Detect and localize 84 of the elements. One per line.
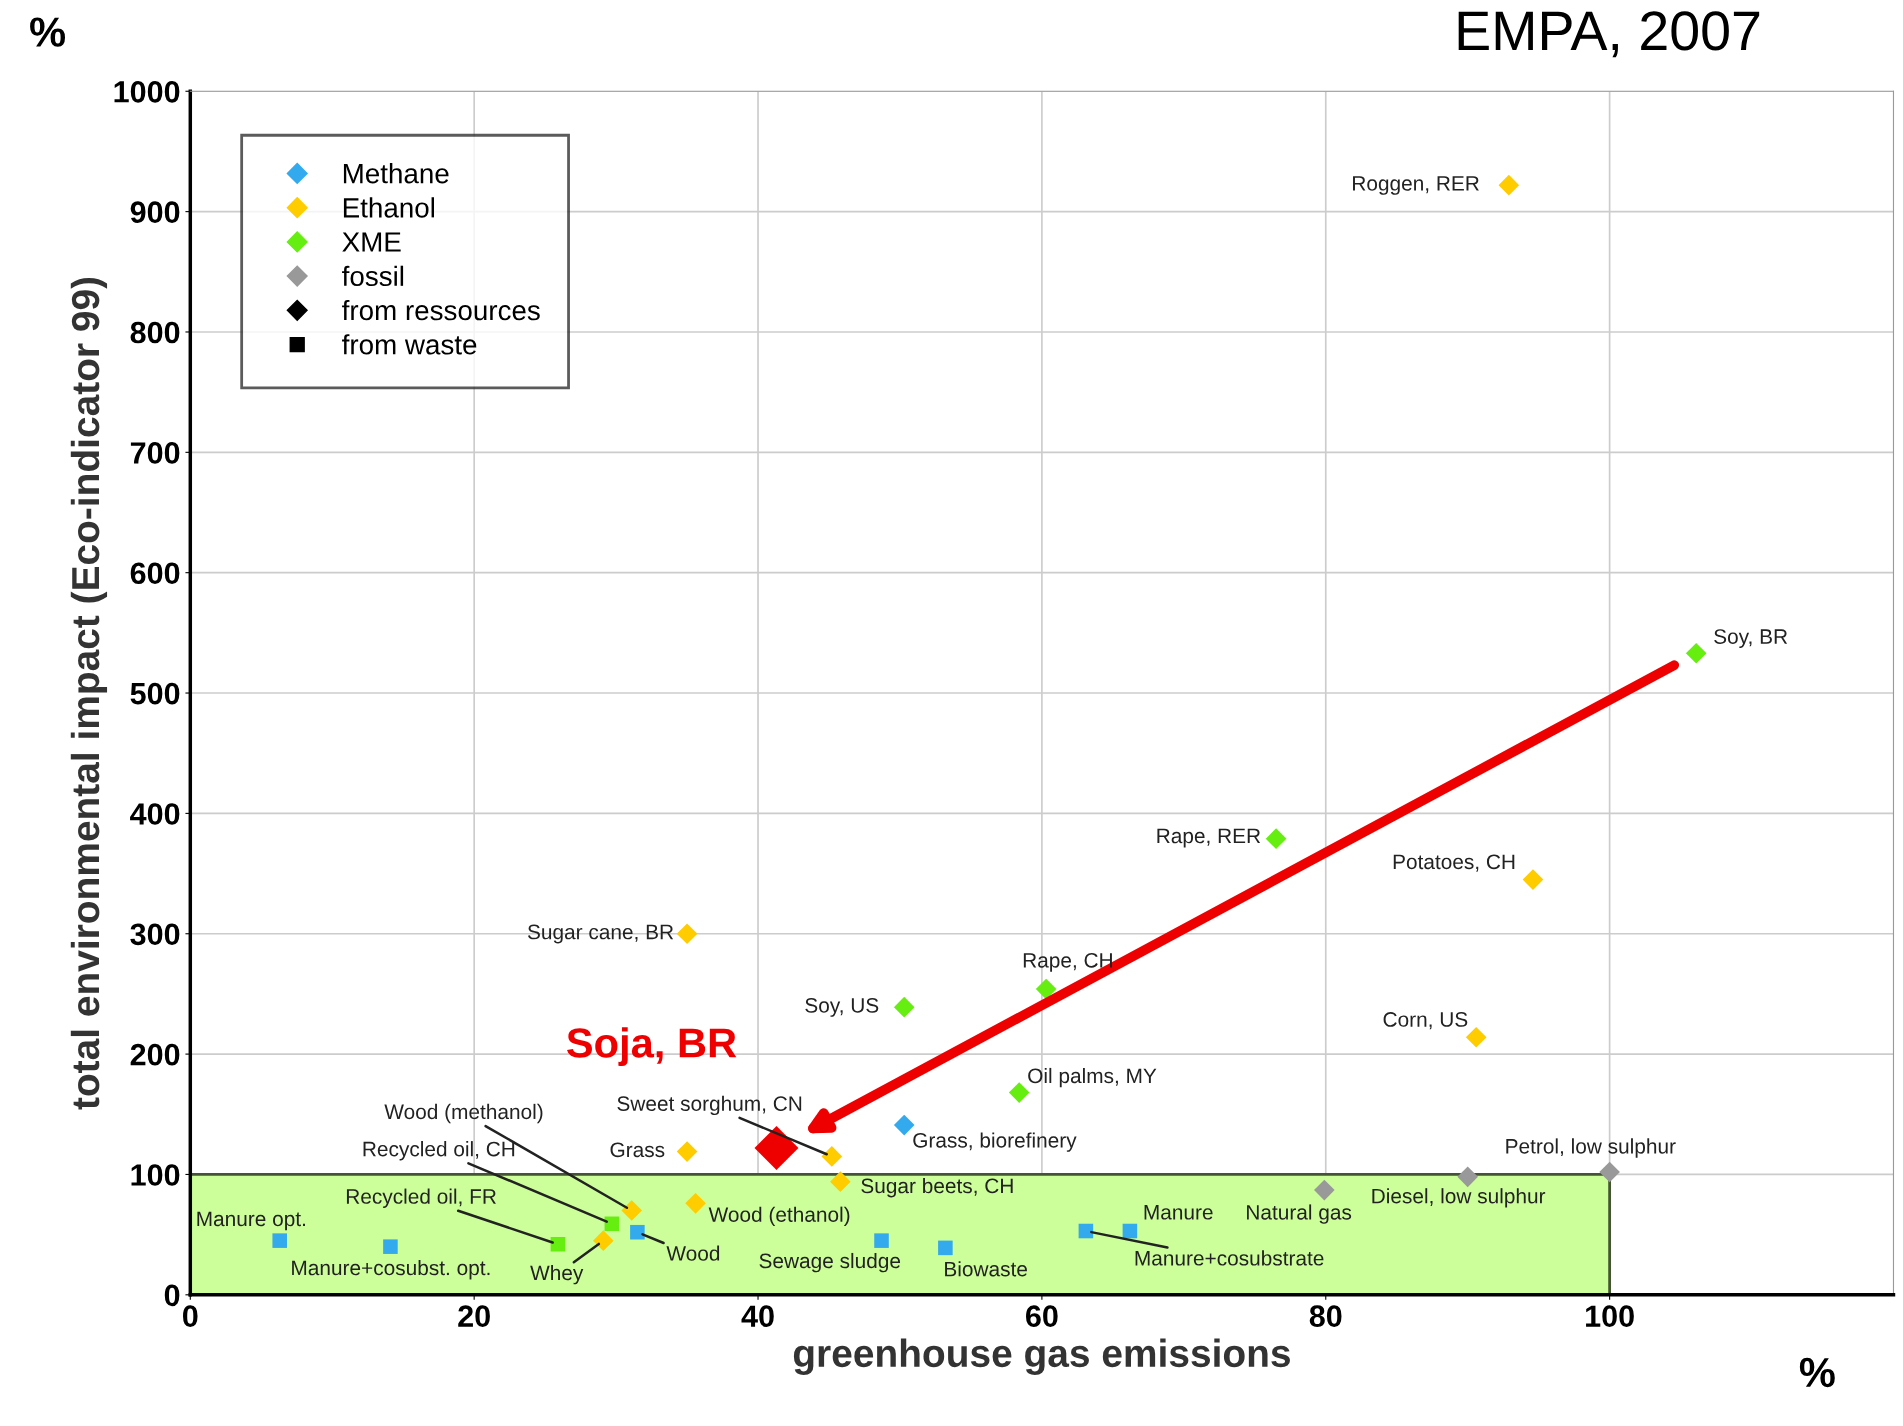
point: [272, 1233, 287, 1248]
annotation: Diesel, low sulphur: [1372, 1188, 1546, 1208]
annotation: Biowaste: [945, 1261, 1027, 1277]
point: [1008, 1082, 1030, 1103]
point: [874, 1233, 889, 1248]
annotation: Corn, US: [1383, 1012, 1468, 1030]
point: [830, 1171, 851, 1192]
point: [1685, 643, 1707, 664]
annotation: Manure+cosubstrate: [1135, 1250, 1324, 1266]
annotation: Natural gas: [1247, 1204, 1352, 1224]
point: [630, 1224, 645, 1240]
annotation: Recycled oil, CH: [363, 1141, 515, 1161]
point: [550, 1236, 566, 1252]
point: [1599, 1161, 1620, 1183]
series-label: Soja, BR: [567, 1027, 737, 1067]
annotation: Wood (methanol): [384, 1103, 543, 1124]
point: [1035, 978, 1057, 1000]
text: EMPA, 2007: [1458, 11, 1760, 58]
annotation: Sugar cane, BR: [527, 924, 674, 944]
point: [676, 923, 698, 945]
point: [676, 1141, 698, 1162]
annotation: Rape, CH: [1023, 952, 1112, 972]
y-tick-label: 500: [130, 682, 180, 705]
y-tick-label: 0: [164, 1284, 180, 1307]
point: [893, 996, 915, 1018]
annotation: Potatoes, CH: [1393, 854, 1515, 872]
point: [1522, 869, 1544, 890]
annotation: Oil palms, MY: [1028, 1067, 1157, 1088]
x-tick-label: 60: [1026, 1305, 1058, 1327]
legend-label: from waste: [342, 334, 477, 355]
annotation: Grass, biorefinery: [913, 1132, 1077, 1152]
x-axis-title: greenhouse gas emissions: [793, 1338, 1290, 1375]
y-axis-title: total environmental impact (Eco-indicator 99): [70, 277, 108, 1110]
y-tick-label: 800: [130, 321, 180, 344]
x-tick-label: 100: [1586, 1305, 1634, 1327]
y-tick-label: 400: [130, 803, 180, 825]
annotation: Sweet sorghum, CN: [617, 1095, 802, 1116]
annotation: Whey: [530, 1264, 584, 1285]
y-tick-label: 900: [130, 201, 180, 223]
legend-label: Methane: [343, 163, 449, 184]
annotation: Soy, BR: [1714, 629, 1788, 649]
point: [754, 1126, 799, 1170]
annotation: Grass: [610, 1142, 665, 1158]
annotation: Manure+cosubst. opt.: [292, 1259, 490, 1280]
y-tick-label: 1000: [114, 81, 180, 103]
annotation: Wood (ethanol): [708, 1206, 850, 1227]
y-tick-label: 700: [130, 442, 180, 464]
text: %: [1799, 1357, 1835, 1388]
point: [1122, 1223, 1138, 1239]
point: [593, 1230, 614, 1251]
annotation: Rape, RER: [1157, 828, 1261, 848]
text: %: [30, 17, 65, 47]
point: [1465, 1026, 1487, 1048]
legend-label: from ressources: [342, 299, 540, 321]
annotation: Sewage sludge: [759, 1252, 901, 1273]
point: [1314, 1179, 1335, 1201]
annotation: Manure opt.: [197, 1211, 305, 1231]
point: [1457, 1166, 1478, 1188]
y-tick-label: 100: [131, 1164, 180, 1186]
annotation: Sugar beets, CH: [861, 1177, 1013, 1198]
annotation: Wood: [666, 1245, 720, 1261]
y-tick-label: 200: [130, 1043, 180, 1066]
legend-label: fossil: [342, 265, 404, 287]
legend-label: Ethanol: [343, 197, 435, 218]
annotation: Roggen, RER: [1353, 176, 1479, 195]
legend-label: XME: [342, 232, 401, 252]
y-tick-label: 300: [130, 923, 180, 946]
annotation: Recycled oil, FR: [346, 1188, 496, 1208]
point: [685, 1193, 706, 1214]
point: [1498, 174, 1520, 196]
point: [1265, 828, 1287, 849]
y-tick-label: 600: [130, 562, 180, 585]
point: [621, 1200, 643, 1221]
point: [938, 1240, 953, 1256]
annotation: Soy, US: [805, 998, 879, 1017]
x-tick-label: 40: [741, 1305, 774, 1327]
x-tick-label: 80: [1309, 1305, 1342, 1327]
point: [383, 1239, 398, 1254]
annotation: Petrol, low sulphur: [1506, 1138, 1676, 1158]
point: [821, 1146, 843, 1167]
point: [893, 1114, 915, 1136]
x-tick-label: 20: [458, 1305, 490, 1327]
annotation: Manure: [1144, 1205, 1213, 1220]
x-tick-label: 0: [183, 1305, 198, 1327]
